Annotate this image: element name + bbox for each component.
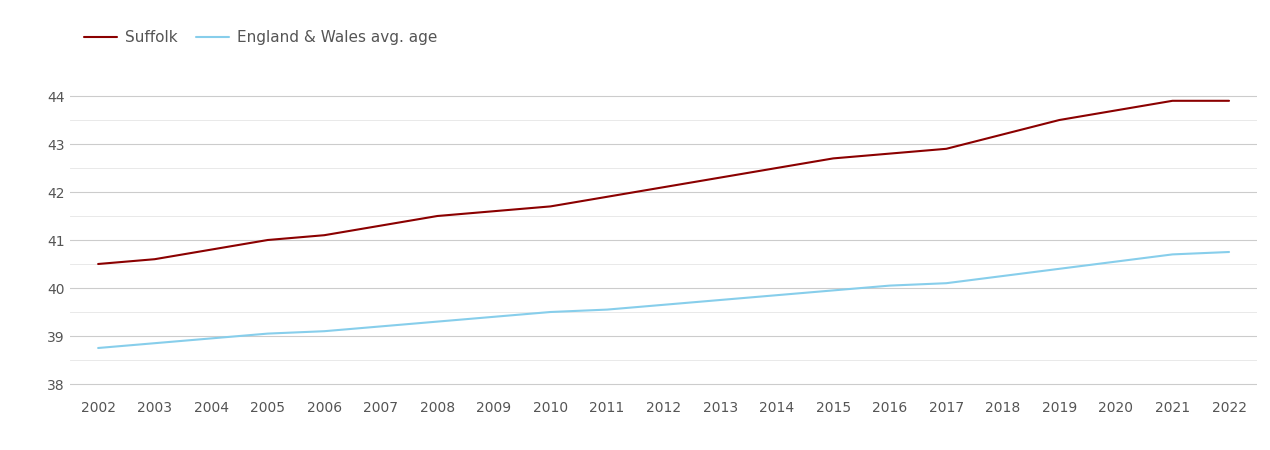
England & Wales avg. age <box>826 288 841 293</box>
Suffolk <box>373 223 389 228</box>
Suffolk <box>883 151 898 156</box>
England & Wales avg. age <box>203 336 218 341</box>
Suffolk <box>1222 98 1237 104</box>
England & Wales avg. age <box>655 302 671 307</box>
England & Wales avg. age <box>712 297 728 303</box>
Suffolk <box>429 213 444 219</box>
Suffolk <box>599 194 615 199</box>
Line: England & Wales avg. age: England & Wales avg. age <box>98 252 1229 348</box>
England & Wales avg. age <box>1109 259 1124 264</box>
Suffolk <box>655 184 671 190</box>
Suffolk <box>770 165 785 171</box>
Suffolk <box>712 175 728 180</box>
England & Wales avg. age <box>1165 252 1180 257</box>
Suffolk <box>1052 117 1067 123</box>
England & Wales avg. age <box>260 331 276 336</box>
England & Wales avg. age <box>599 307 615 312</box>
Suffolk <box>316 233 331 238</box>
England & Wales avg. age <box>1222 249 1237 255</box>
Suffolk <box>90 261 105 267</box>
England & Wales avg. age <box>883 283 898 288</box>
England & Wales avg. age <box>996 273 1011 279</box>
England & Wales avg. age <box>542 309 558 315</box>
Suffolk <box>1165 98 1180 104</box>
Suffolk <box>260 237 276 243</box>
England & Wales avg. age <box>486 314 502 319</box>
Suffolk <box>1109 108 1124 113</box>
Suffolk <box>542 204 558 209</box>
England & Wales avg. age <box>147 341 163 346</box>
England & Wales avg. age <box>939 280 954 286</box>
Suffolk <box>147 256 163 262</box>
England & Wales avg. age <box>770 292 785 298</box>
England & Wales avg. age <box>429 319 444 324</box>
Suffolk <box>996 132 1011 137</box>
England & Wales avg. age <box>1052 266 1067 271</box>
Line: Suffolk: Suffolk <box>98 101 1229 264</box>
Suffolk <box>486 208 502 214</box>
Suffolk <box>826 156 841 161</box>
Legend: Suffolk, England & Wales avg. age: Suffolk, England & Wales avg. age <box>77 24 443 51</box>
England & Wales avg. age <box>373 324 389 329</box>
England & Wales avg. age <box>316 328 331 334</box>
Suffolk <box>203 247 218 252</box>
Suffolk <box>939 146 954 152</box>
England & Wales avg. age <box>90 345 105 351</box>
